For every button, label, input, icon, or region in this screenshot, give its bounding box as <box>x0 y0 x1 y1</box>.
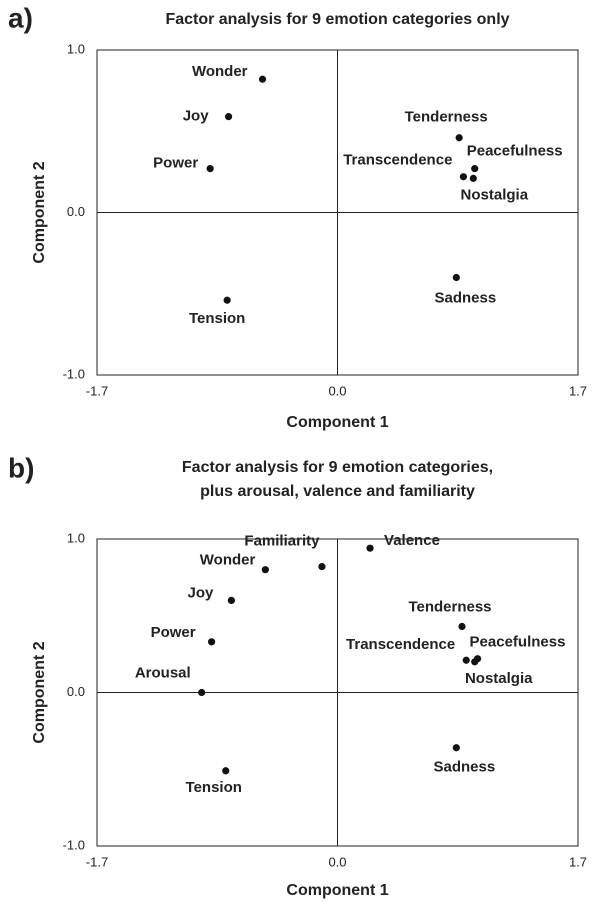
data-point <box>471 658 479 666</box>
data-point <box>222 767 230 775</box>
point-label: Transcendence <box>346 636 455 653</box>
point-label: Power <box>151 624 196 641</box>
point-label: Nostalgia <box>461 186 529 203</box>
y-tick-label: 1.0 <box>67 41 85 56</box>
data-point <box>452 744 460 752</box>
data-point <box>459 173 468 181</box>
point-label: Peacefulness <box>467 143 563 160</box>
data-point <box>198 688 206 697</box>
point-label: Power <box>153 155 198 172</box>
data-point <box>366 544 374 552</box>
data-point <box>223 296 231 304</box>
point-label: Arousal <box>135 664 191 681</box>
x-tick-label: -1.7 <box>86 854 108 869</box>
x-tick-label: -1.7 <box>86 383 108 398</box>
data-point <box>462 656 470 664</box>
data-point <box>227 596 235 605</box>
data-point <box>261 566 269 574</box>
point-label: Tenderness <box>408 598 491 615</box>
x-tick-label: 1.7 <box>569 854 587 869</box>
data-point <box>471 165 479 173</box>
chart-title: Factor analysis for 9 emotion categories… <box>165 11 509 28</box>
point-label: Wonder <box>200 552 256 569</box>
data-point <box>469 174 477 182</box>
x-tick-label: 0.0 <box>328 383 346 398</box>
point-label: Nostalgia <box>465 670 533 687</box>
y-tick-label: -1.0 <box>63 837 85 852</box>
panel-label: a) <box>8 2 33 33</box>
point-label: Wonder <box>192 63 248 80</box>
panel-label: b) <box>8 452 34 483</box>
point-label: Tension <box>186 779 242 796</box>
data-point <box>206 165 214 173</box>
y-tick-label: 1.0 <box>67 530 85 545</box>
point-label: Joy <box>188 584 215 601</box>
point-label: Transcendence <box>343 152 452 169</box>
y-tick-label: 0.0 <box>67 204 85 219</box>
data-point <box>258 75 267 83</box>
x-axis-label: Component 1 <box>286 414 388 431</box>
y-axis-label: Component 2 <box>31 161 48 263</box>
data-point <box>207 638 216 646</box>
y-tick-label: 0.0 <box>67 684 85 699</box>
data-point <box>318 563 326 571</box>
data-point <box>452 273 460 282</box>
point-label: Valence <box>384 532 440 549</box>
data-point <box>455 134 463 142</box>
point-label: Tenderness <box>405 109 488 126</box>
point-label: Peacefulness <box>470 634 566 651</box>
point-label: Tension <box>189 310 245 327</box>
y-tick-label: -1.0 <box>63 366 85 381</box>
y-axis-label: Component 2 <box>31 641 48 743</box>
chart-title: Factor analysis for 9 emotion categories… <box>182 459 493 476</box>
point-label: Joy <box>183 108 210 125</box>
point-label: Familiarity <box>244 533 320 550</box>
data-point <box>458 622 466 631</box>
x-axis-label: Component 1 <box>286 882 388 899</box>
x-tick-label: 1.7 <box>569 383 587 398</box>
data-point <box>224 113 233 121</box>
point-label: Sadness <box>434 289 496 306</box>
chart-title: plus arousal, valence and familiarity <box>200 483 475 500</box>
x-tick-label: 0.0 <box>328 854 346 869</box>
point-label: Sadness <box>433 759 495 776</box>
